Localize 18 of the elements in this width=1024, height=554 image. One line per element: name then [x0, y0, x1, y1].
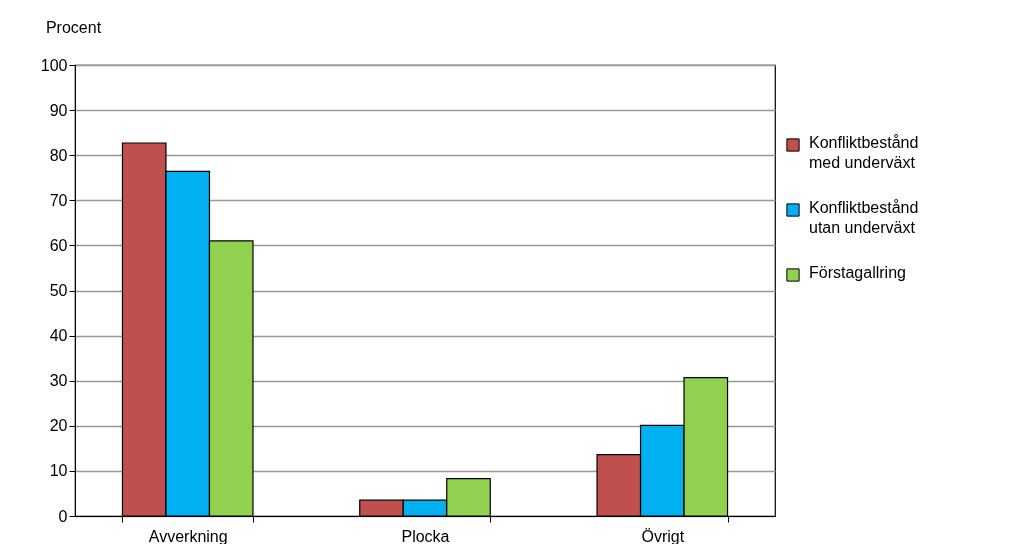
y-tick-label: 100: [40, 56, 68, 74]
x-tick-label: Plocka: [401, 527, 450, 545]
y-tick-label: 10: [49, 462, 68, 480]
y-tick-label: 60: [49, 236, 68, 254]
x-tick-label: Avverkning: [148, 527, 228, 545]
y-tick-label: 20: [49, 417, 68, 435]
y-tick-label: 70: [49, 191, 68, 209]
y-tick-label: 0: [58, 507, 68, 525]
x-tick-label: Övrigt: [641, 527, 685, 545]
y-tick-label: 30: [49, 372, 68, 390]
legend-label: Konfliktbestånd utan underväxt: [809, 199, 919, 236]
y-tick-label: 90: [49, 101, 68, 119]
y-axis-title: Procent: [45, 18, 102, 36]
legend-label: Förstagallring: [809, 264, 906, 281]
legend-label: Konfliktbestånd med underväxt: [809, 134, 919, 171]
y-tick-label: 50: [49, 282, 68, 299]
y-tick-label: 40: [49, 327, 68, 345]
y-tick-label: 80: [49, 146, 68, 164]
